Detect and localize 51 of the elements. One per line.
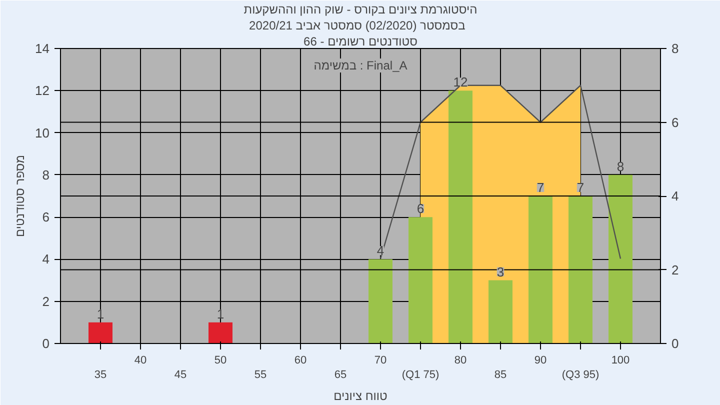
bar: [88, 322, 112, 344]
x-tick-label: 80: [454, 354, 467, 366]
bar: [208, 322, 232, 344]
bar: [488, 280, 512, 344]
x-tick-label: 70: [374, 354, 387, 366]
data-label: 7: [576, 180, 584, 195]
x-tick-label: 35: [94, 368, 107, 381]
data-label: 1: [216, 306, 224, 322]
bar: [448, 90, 472, 344]
x-tick-label: 55: [254, 368, 267, 381]
y-tick-label: 12: [35, 83, 50, 98]
y2-tick-label: 6: [672, 114, 679, 130]
y-tick-label: 10: [35, 125, 50, 140]
x-tick-label: (Q3 95): [562, 368, 600, 381]
annotation: במשימה : Final_A: [314, 58, 408, 72]
x-tick-label: 60: [294, 354, 307, 366]
bar: [408, 217, 432, 344]
bar: [528, 196, 552, 344]
y-tick-label: 2: [42, 294, 50, 309]
data-label: 4: [376, 243, 384, 258]
data-label: 6: [416, 201, 424, 216]
y-axis-title: מספר סטודנטים: [13, 154, 28, 238]
y2-tick-label: 8: [672, 41, 679, 56]
x-tick-label: (Q1 75): [402, 368, 440, 381]
bar: [568, 196, 592, 344]
x-axis-title: טווח ציונים: [334, 388, 388, 403]
x-tick-label: 100: [611, 354, 630, 366]
data-label: 1: [96, 306, 104, 322]
data-label: 12: [453, 74, 468, 90]
x-tick-label: 40: [134, 354, 147, 366]
y2-tick-label: 4: [672, 188, 679, 204]
x-tick-label: 90: [534, 354, 547, 366]
y-tick-label: 8: [42, 167, 50, 182]
y-tick-label: 6: [42, 210, 50, 225]
annotation: סטודנטים רשומים - 66: [304, 34, 418, 48]
bar: [608, 174, 632, 344]
x-tick-label: 45: [174, 368, 187, 381]
chart-subtitle: בסמסטר (02/2020) סמסטר אביב 2020/21: [249, 18, 466, 32]
x-tick-label: 85: [494, 368, 507, 381]
x-tick-label: 65: [334, 368, 347, 381]
x-tick-label: 50: [214, 354, 227, 366]
y2-tick-label: 0: [672, 336, 679, 351]
y-tick-label: 4: [42, 252, 50, 267]
y-tick-label: 14: [35, 41, 50, 56]
bar: [368, 259, 392, 344]
y-tick-label: 0: [42, 336, 50, 351]
data-label: 8: [616, 158, 624, 174]
data-label: 7: [536, 180, 544, 195]
y2-tick-label: 2: [672, 262, 679, 278]
data-label: 3: [496, 264, 504, 280]
chart-title: היסטוגרמת ציונים בקורס - שוק ההון וההשקעות: [244, 2, 478, 16]
